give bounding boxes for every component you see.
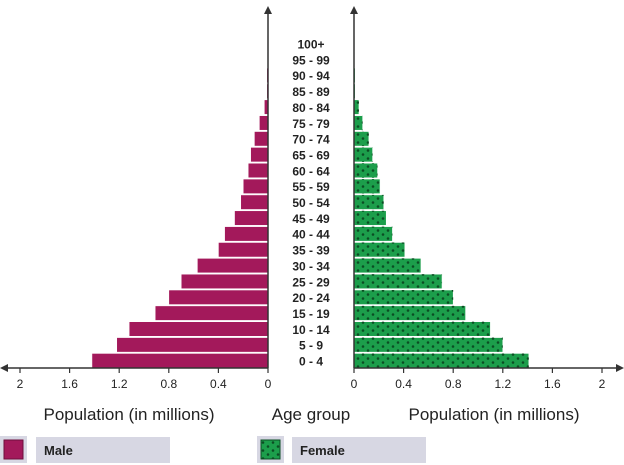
tick-labels: 2 1.6 1.2 0.8 0.4 0 0 0.4 0.8 1.2 1.6 2 [17,368,606,391]
female-bar-pattern [354,305,466,321]
female-bar-pattern [354,258,421,273]
legend-female-swatch-dots [261,440,280,459]
axis-arrowhead [616,364,624,372]
male-bar [234,210,269,226]
female-bars [353,36,530,369]
left-tick-label: 0.4 [210,377,227,391]
age-group-label: 15 - 19 [292,307,330,321]
age-group-label: 0 - 4 [299,355,323,369]
left-axis-title: Population (in millions) [43,405,214,424]
male-bar [254,131,269,147]
right-axis-title: Population (in millions) [408,405,579,424]
female-bar-pattern [354,242,405,258]
age-group-label: 25 - 29 [292,275,330,289]
male-bar [259,115,269,131]
male-bar [240,194,269,210]
right-tick-label: 0.8 [445,377,462,391]
axes [0,6,624,372]
male-bar [197,257,269,274]
age-group-label: 75 - 79 [292,117,330,131]
female-bar-pattern [354,210,387,226]
male-bar [247,162,269,179]
legend-male: Male [0,436,170,463]
legend-female: Female [257,436,426,463]
axis-arrowhead [350,6,358,14]
male-bar [180,273,269,290]
female-bar-pattern [354,99,359,115]
age-group-label: 90 - 94 [292,69,330,83]
male-bar [168,289,269,305]
male-bar [128,321,269,337]
legend-female-label-box [292,437,426,463]
left-tick-label: 1.6 [61,377,78,391]
right-tick-label: 0.4 [395,377,412,391]
axis-arrowhead [0,364,8,372]
age-group-label: 70 - 74 [292,133,330,147]
age-group-label: 40 - 44 [292,228,330,242]
right-tick-label: 1.6 [544,377,561,391]
female-bar-pattern [354,131,369,147]
age-group-label: 20 - 24 [292,291,330,305]
female-bar-pattern [354,226,393,242]
age-group-label: 5 - 9 [299,339,323,353]
right-tick-label: 2 [599,377,606,391]
age-group-label: 95 - 99 [292,53,330,67]
legend-male-label: Male [44,443,73,458]
female-bar-pattern [354,147,373,162]
left-tick-label: 1.2 [111,377,128,391]
legend-male-swatch [3,439,24,460]
female-bar-pattern [354,163,378,178]
age-group-label: 100+ [297,38,324,52]
left-tick-label: 0.8 [160,377,177,391]
age-group-label: 50 - 54 [292,196,330,210]
female-bar-pattern [354,179,381,194]
male-bars [91,36,269,369]
female-bar-pattern [354,321,491,337]
female-bar-pattern [354,290,454,305]
right-tick-label: 0 [351,377,358,391]
male-bar [242,178,269,194]
left-tick-label: 2 [17,377,24,391]
age-group-label: 30 - 34 [292,259,330,273]
age-group-label: 55 - 59 [292,180,330,194]
male-bar [218,242,269,258]
male-bar [91,353,269,369]
age-group-label: 60 - 64 [292,164,330,178]
age-group-label: 10 - 14 [292,323,330,337]
age-group-labels: 0 - 4 5 - 9 10 - 14 15 - 19 20 - 24 25 - 29 30… [292,38,330,369]
legend-female-label: Female [300,443,345,458]
age-group-label: 80 - 84 [292,101,330,115]
female-bar-pattern [354,274,443,289]
legend-male-label-box [36,437,170,463]
left-tick-label: 0 [265,377,272,391]
center-axis-title: Age group [272,405,350,424]
age-group-label: 65 - 69 [292,148,330,162]
age-group-label: 45 - 49 [292,212,330,226]
male-bar [250,147,269,163]
female-bar-pattern [354,115,363,131]
age-group-label: 85 - 89 [292,85,330,99]
female-bar-pattern [354,194,384,210]
axis-arrowhead [264,6,272,14]
right-tick-label: 1.2 [494,377,511,391]
age-group-label: 35 - 39 [292,244,330,258]
male-bar [154,305,269,321]
male-bar [224,226,269,242]
male-bar [116,337,269,353]
female-bar-pattern [354,337,503,353]
female-bar-pattern [354,353,529,368]
